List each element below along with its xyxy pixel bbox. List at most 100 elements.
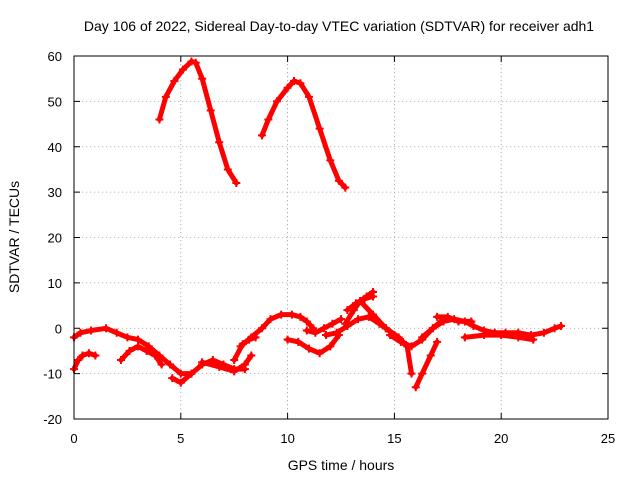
data-point xyxy=(76,328,85,337)
series-sat-a xyxy=(155,57,241,188)
x-tick-label: 25 xyxy=(601,431,615,446)
data-point xyxy=(283,335,292,344)
series-group xyxy=(70,57,566,392)
series-line xyxy=(118,343,165,368)
data-point xyxy=(407,342,416,351)
series-line xyxy=(357,298,414,377)
series-sat-o xyxy=(356,297,416,378)
x-axis-label: GPS time / hours xyxy=(288,457,395,473)
data-point xyxy=(426,351,435,360)
data-point xyxy=(187,57,196,66)
y-tick-label: 0 xyxy=(55,321,62,336)
data-point xyxy=(356,297,365,306)
data-point xyxy=(296,79,305,88)
data-point xyxy=(125,346,134,355)
data-point xyxy=(315,349,324,358)
data-point xyxy=(283,83,292,92)
data-point xyxy=(304,92,313,101)
data-point xyxy=(240,360,249,369)
data-point xyxy=(91,351,100,360)
data-point xyxy=(116,356,125,365)
data-point xyxy=(134,342,143,351)
data-point xyxy=(539,328,548,337)
data-point xyxy=(191,58,200,67)
data-point xyxy=(418,369,427,378)
data-point xyxy=(168,374,177,383)
data-point xyxy=(266,315,275,324)
series-sat-k xyxy=(302,315,345,337)
data-point xyxy=(215,138,224,147)
series-sat-d xyxy=(70,349,100,374)
y-tick-label: -20 xyxy=(43,412,62,427)
y-tick-label: 40 xyxy=(48,140,62,155)
y-tick-label: -10 xyxy=(43,367,62,382)
data-point xyxy=(296,312,305,321)
data-point xyxy=(112,328,121,337)
data-point xyxy=(223,165,232,174)
data-point xyxy=(232,179,241,188)
data-point xyxy=(433,337,442,346)
data-point xyxy=(230,356,239,365)
data-point xyxy=(360,294,369,303)
chart-title: Day 106 of 2022, Sidereal Day-to-day VTE… xyxy=(84,18,594,34)
data-point xyxy=(302,317,311,326)
data-point xyxy=(311,328,320,337)
data-point xyxy=(87,326,96,335)
series-line xyxy=(259,78,348,191)
series-sat-s xyxy=(433,312,476,326)
y-tick-label: 60 xyxy=(48,49,62,64)
series-sat-t xyxy=(460,331,538,344)
data-point xyxy=(74,356,83,365)
data-point xyxy=(396,337,405,346)
y-tick-label: 30 xyxy=(48,185,62,200)
series-line xyxy=(156,58,239,186)
data-point xyxy=(178,65,187,74)
x-tick-label: 10 xyxy=(280,431,294,446)
data-point xyxy=(198,358,207,367)
data-point xyxy=(247,351,256,360)
data-point xyxy=(123,333,132,342)
x-tick-label: 15 xyxy=(387,431,401,446)
data-point xyxy=(326,342,335,351)
data-point xyxy=(247,333,256,342)
data-point xyxy=(257,324,266,333)
y-tick-label: 20 xyxy=(48,231,62,246)
data-point xyxy=(433,312,442,321)
data-point xyxy=(144,342,153,351)
series-sat-q xyxy=(411,337,442,392)
series-line xyxy=(413,339,440,390)
data-point xyxy=(428,324,437,333)
data-point xyxy=(206,106,215,115)
data-point xyxy=(369,310,378,319)
grid xyxy=(74,56,608,419)
data-point xyxy=(78,351,87,360)
data-point xyxy=(230,367,239,376)
data-point xyxy=(287,310,296,319)
data-point xyxy=(369,292,378,301)
data-point xyxy=(407,369,416,378)
data-point xyxy=(454,317,463,326)
data-point xyxy=(170,76,179,85)
data-point xyxy=(418,333,427,342)
data-point xyxy=(272,97,281,106)
y-axis-label: SDTVAR / TECUs xyxy=(6,181,22,293)
data-point xyxy=(142,346,151,355)
data-point xyxy=(386,331,395,340)
data-point xyxy=(84,349,93,358)
series-sat-g xyxy=(198,351,256,376)
data-point xyxy=(236,342,245,351)
data-point xyxy=(467,317,476,326)
data-point xyxy=(341,319,350,328)
y-tick-label: 10 xyxy=(48,276,62,291)
series-line xyxy=(434,314,474,324)
series-sat-i xyxy=(236,310,318,351)
data-point xyxy=(319,324,328,333)
data-point xyxy=(215,362,224,371)
x-axis-tick-labels: 0 5 10 15 20 25 xyxy=(70,431,615,446)
data-point xyxy=(469,321,478,330)
data-point xyxy=(351,299,360,308)
data-point xyxy=(332,328,341,337)
data-point xyxy=(354,315,363,324)
data-point xyxy=(411,383,420,392)
